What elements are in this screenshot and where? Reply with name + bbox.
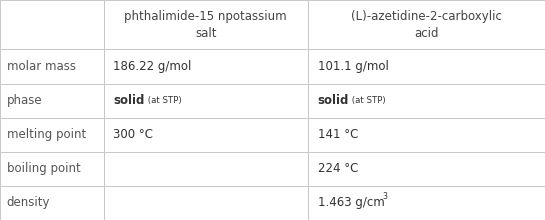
Bar xyxy=(308,84,545,118)
Text: 224 °C: 224 °C xyxy=(318,162,358,175)
Text: 1.463 g/cm: 1.463 g/cm xyxy=(318,196,384,209)
Bar xyxy=(0,0,104,50)
Text: boiling point: boiling point xyxy=(7,162,80,175)
Bar xyxy=(0,186,104,220)
Text: phthalimide-15 npotassium
salt: phthalimide-15 npotassium salt xyxy=(124,10,287,40)
Bar xyxy=(308,186,545,220)
Bar xyxy=(104,118,308,152)
Text: solid: solid xyxy=(318,94,349,107)
Bar xyxy=(0,50,104,84)
Text: 186.22 g/mol: 186.22 g/mol xyxy=(113,60,192,73)
Text: 300 °C: 300 °C xyxy=(113,128,153,141)
Bar xyxy=(104,50,308,84)
Text: (L)-azetidine-2-carboxylic
acid: (L)-azetidine-2-carboxylic acid xyxy=(351,10,502,40)
Text: phase: phase xyxy=(7,94,42,107)
Bar xyxy=(308,50,545,84)
Bar xyxy=(308,118,545,152)
Text: molar mass: molar mass xyxy=(7,60,76,73)
Text: (at STP): (at STP) xyxy=(349,96,386,105)
Text: solid: solid xyxy=(113,94,145,107)
Text: 141 °C: 141 °C xyxy=(318,128,358,141)
Text: (at STP): (at STP) xyxy=(145,96,181,105)
Bar xyxy=(104,152,308,186)
Bar xyxy=(308,0,545,50)
Bar xyxy=(104,84,308,118)
Text: density: density xyxy=(7,196,50,209)
Bar xyxy=(308,152,545,186)
Bar xyxy=(0,118,104,152)
Bar xyxy=(0,152,104,186)
Bar xyxy=(104,0,308,50)
Text: 3: 3 xyxy=(382,192,387,201)
Bar xyxy=(104,186,308,220)
Bar xyxy=(0,84,104,118)
Text: 101.1 g/mol: 101.1 g/mol xyxy=(318,60,389,73)
Text: melting point: melting point xyxy=(7,128,86,141)
